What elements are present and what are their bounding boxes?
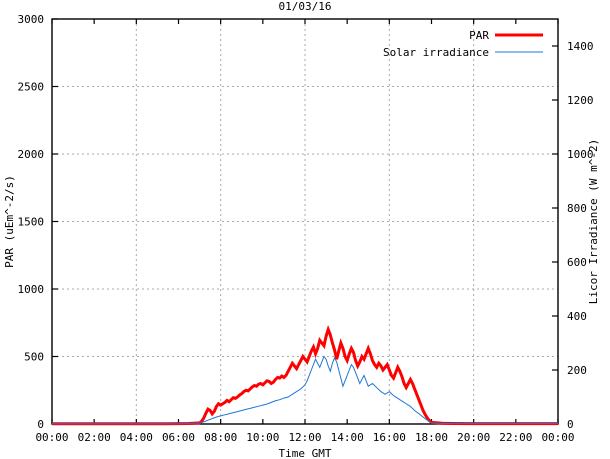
legend-label-solar-irradiance: Solar irradiance: [383, 46, 489, 59]
y2-tick-label: 0: [567, 418, 574, 431]
y2-tick-label: 1000: [567, 148, 594, 161]
x-tick-label: 06:00: [162, 431, 195, 444]
series-line-solar-irradiance: [52, 355, 558, 425]
chart-legend: PAR Solar irradiance: [383, 29, 543, 59]
x-tick-label: 00:00: [541, 431, 574, 444]
x-tick-label: 04:00: [120, 431, 153, 444]
x-tick-label: 16:00: [373, 431, 406, 444]
y2-tick-label: 1200: [567, 94, 594, 107]
axis-titles: PAR (uEm^-2/s) Licor Irradiance (W m^-2) T…: [3, 139, 600, 459]
x-axis-title: Time GMT: [279, 447, 332, 459]
x-tick-label: 08:00: [204, 431, 237, 444]
y2-tick-label: 600: [567, 256, 587, 269]
y-tick-label: 2500: [18, 81, 45, 94]
y2-tick-label: 800: [567, 202, 587, 215]
y2-tick-label: 1400: [567, 40, 594, 53]
x-tick-label: 18:00: [415, 431, 448, 444]
y-tick-label: 500: [24, 351, 44, 364]
axis-tick-labels: 00:00 02:00 04:00 06:00 08:00 10:00 12:00 14:00…: [18, 13, 594, 444]
series-line-par: [52, 324, 558, 426]
data-series: [52, 324, 558, 426]
x-tick-label: 22:00: [499, 431, 532, 444]
x-tick-label: 12:00: [288, 431, 321, 444]
y2-tick-label: 200: [567, 364, 587, 377]
y2-axis-title: Licor Irradiance (W m^-2): [587, 139, 600, 305]
x-tick-label: 02:00: [78, 431, 111, 444]
chart-title: 01/03/16: [278, 0, 332, 13]
gridlines: [52, 18, 558, 424]
x-tick-label: 10:00: [246, 431, 279, 444]
y-tick-label: 1000: [18, 283, 45, 296]
y-tick-label: 1500: [18, 216, 45, 229]
x-tick-label: 20:00: [457, 431, 490, 444]
x-tick-label: 14:00: [331, 431, 364, 444]
y-tick-label: 0: [37, 418, 44, 431]
legend-label-par: PAR: [469, 29, 489, 42]
y-tick-label: 3000: [18, 13, 45, 26]
y-axis-title: PAR (uEm^-2/s): [3, 175, 16, 268]
y-tick-label: 2000: [18, 148, 45, 161]
y2-tick-label: 400: [567, 310, 587, 323]
x-tick-label: 00:00: [35, 431, 68, 444]
